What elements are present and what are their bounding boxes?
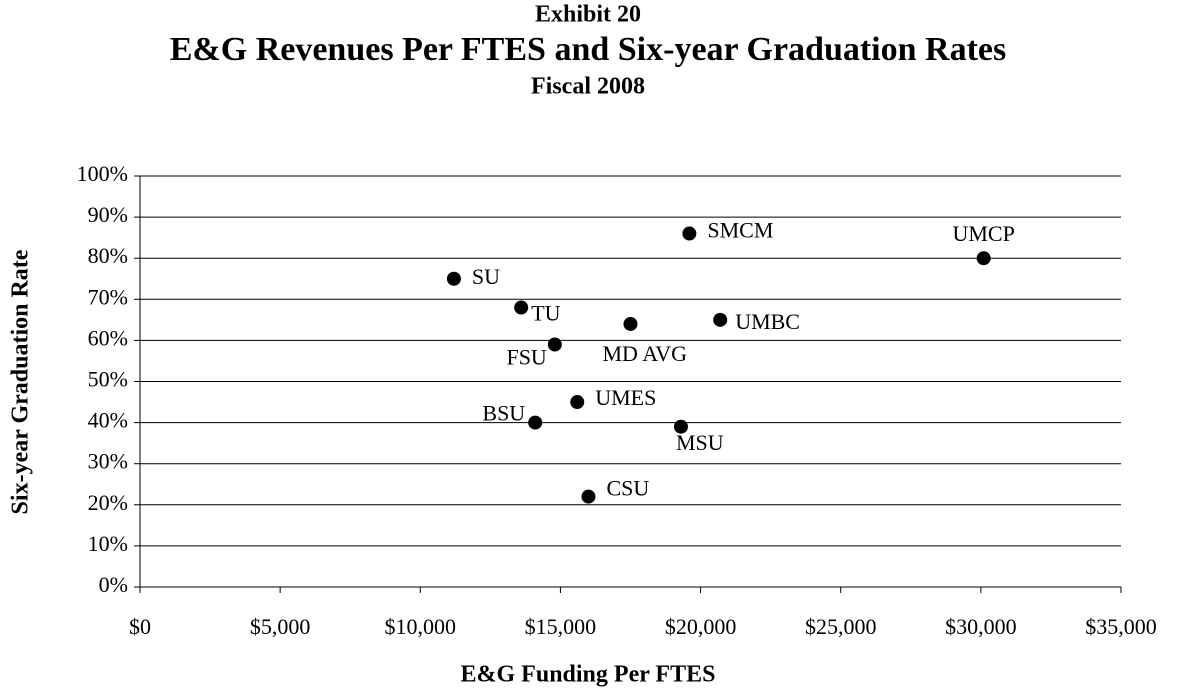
point xyxy=(514,300,529,315)
y-tick-label: 70% xyxy=(88,284,128,309)
point-label: SMCM xyxy=(707,218,773,243)
y-tick-label: 40% xyxy=(88,408,128,433)
chart-supertitle: Exhibit 20 xyxy=(535,2,641,28)
point xyxy=(528,415,543,430)
point xyxy=(446,271,461,286)
x-tick-label: $20,000 xyxy=(665,614,737,639)
point xyxy=(581,489,596,504)
x-tick-label: $0 xyxy=(129,614,151,639)
y-tick-label: 10% xyxy=(88,531,128,556)
point-label: UMBC xyxy=(735,309,800,334)
point xyxy=(673,419,688,434)
point-label: MD AVG xyxy=(603,341,688,366)
point-label: TU xyxy=(531,301,560,326)
y-tick-label: 100% xyxy=(77,161,128,186)
point-label: CSU xyxy=(606,476,649,501)
x-tick-label: $30,000 xyxy=(945,614,1017,639)
point-label: BSU xyxy=(482,401,525,426)
point-label: UMCP xyxy=(952,221,1014,246)
point xyxy=(976,251,991,266)
point-label: UMES xyxy=(595,385,656,410)
point xyxy=(547,337,562,352)
x-tick-label: $5,000 xyxy=(250,614,311,639)
y-tick-label: 60% xyxy=(88,325,128,350)
y-tick-label: 50% xyxy=(88,367,128,392)
point xyxy=(682,226,697,241)
y-tick-label: 90% xyxy=(88,202,128,227)
point xyxy=(623,316,638,331)
x-tick-label: $25,000 xyxy=(805,614,877,639)
y-axis-title: Six-year Graduation Rate xyxy=(8,249,34,514)
y-tick-label: 30% xyxy=(88,449,128,474)
chart-title: E&G Revenues Per FTES and Six-year Gradu… xyxy=(170,31,1007,68)
point-label: FSU xyxy=(506,345,546,370)
point xyxy=(713,312,728,327)
point xyxy=(570,395,585,410)
x-axis-title: E&G Funding Per FTES xyxy=(461,662,716,688)
x-tick-label: $35,000 xyxy=(1085,614,1157,639)
y-tick-label: 20% xyxy=(88,490,128,515)
x-tick-label: $10,000 xyxy=(385,614,457,639)
point-label: MSU xyxy=(676,430,724,455)
x-tick-label: $15,000 xyxy=(525,614,597,639)
point-label: SU xyxy=(472,264,500,289)
y-tick-label: 0% xyxy=(99,572,128,597)
y-tick-label: 80% xyxy=(88,243,128,268)
chart-subtitle: Fiscal 2008 xyxy=(531,74,645,100)
